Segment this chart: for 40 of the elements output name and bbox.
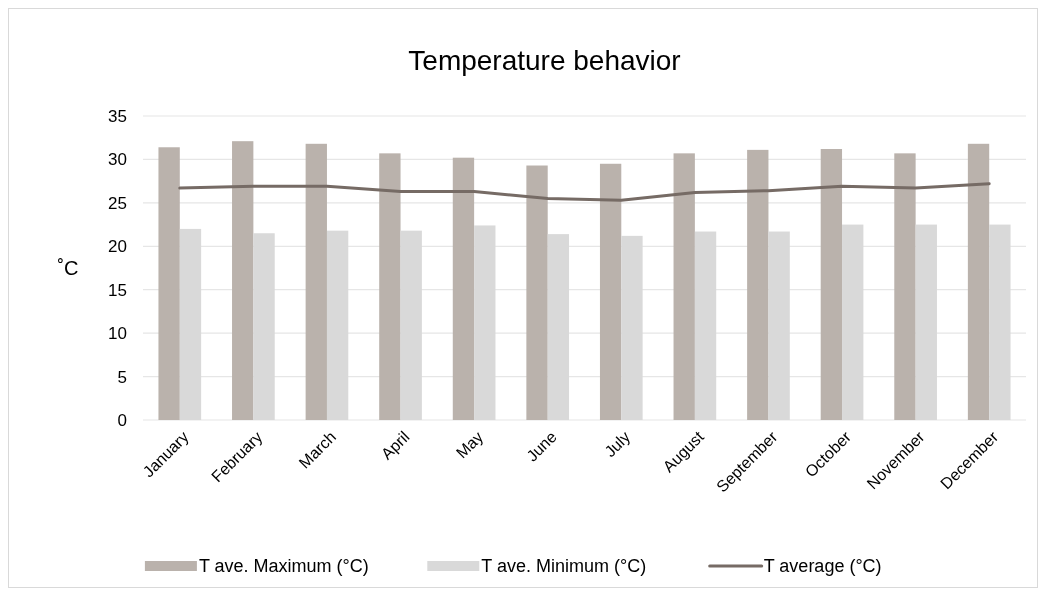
legend-label: T average (°C) [763, 556, 882, 577]
bar [768, 231, 790, 420]
bar [967, 143, 990, 420]
bar [842, 224, 864, 420]
bar [400, 230, 422, 420]
y-tick-label: 30 [108, 150, 127, 170]
bar [474, 225, 496, 420]
bar [452, 157, 475, 420]
bar [305, 143, 327, 420]
bar [379, 153, 401, 420]
bar [989, 224, 1011, 420]
x-tick-label: July [601, 428, 634, 461]
bar [673, 153, 695, 420]
bar [253, 233, 275, 420]
bar [526, 165, 548, 420]
bar [599, 163, 622, 420]
legend-label: T ave. Maximum (°C) [198, 556, 369, 577]
y-tick-label: 5 [117, 367, 127, 387]
y-tick-label: 0 [117, 410, 127, 430]
y-axis-title: ˚C [57, 257, 79, 279]
bar [894, 153, 916, 420]
line-series [178, 182, 991, 202]
x-tick-label: May [452, 428, 487, 462]
bar [158, 147, 180, 420]
bar [915, 224, 937, 420]
y-tick-label: 20 [108, 237, 127, 257]
y-tick-label: 25 [108, 193, 127, 213]
y-tick-label: 15 [108, 280, 127, 300]
bar [694, 231, 717, 420]
bar [621, 235, 643, 420]
y-tick-label: 10 [108, 324, 127, 344]
bar [179, 228, 202, 420]
bar [547, 234, 570, 420]
bar [326, 230, 349, 420]
chart-title: Temperature behavior [408, 45, 681, 76]
bar [232, 141, 254, 420]
legend-label: T ave. Minimum (°C) [481, 556, 647, 577]
bar [820, 149, 843, 420]
y-tick-label: 35 [108, 106, 127, 126]
bar [747, 149, 769, 420]
